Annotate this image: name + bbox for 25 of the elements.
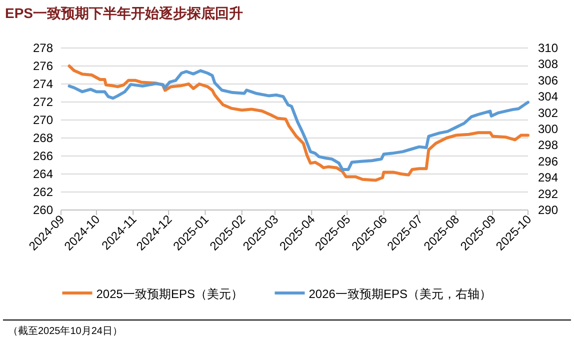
legend-label: 2026一致预期EPS（美元，右轴）	[308, 287, 492, 301]
y-tick-label: 264	[32, 167, 54, 181]
y2-tick-label: 302	[538, 106, 558, 120]
y2-tick-label: 298	[538, 138, 558, 152]
y2-tick-label: 300	[538, 122, 558, 136]
y2-tick-label: 290	[538, 203, 558, 217]
y-tick-label: 266	[32, 149, 54, 163]
y2-tick-label: 308	[538, 57, 558, 72]
y2-tick-label: 310	[538, 41, 558, 55]
y2-tick-label: 304	[538, 90, 558, 104]
y-tick-label: 274	[32, 77, 54, 91]
y-tick-label: 278	[32, 41, 54, 55]
legend-label: 2025一致预期EPS（美元）	[96, 287, 243, 301]
y-tick-label: 262	[32, 185, 54, 199]
y-tick-label: 272	[32, 95, 54, 109]
y2-tick-label: 292	[538, 186, 558, 201]
y-tick-label: 276	[32, 59, 54, 73]
chart-title: EPS一致预期下半年开始逐步探底回升	[5, 5, 244, 21]
y-tick-label: 260	[32, 203, 54, 217]
y-tick-label: 268	[32, 131, 54, 145]
y2-tick-label: 306	[538, 73, 558, 88]
y-tick-label: 270	[32, 113, 54, 127]
text: （截至2025年10月24日）	[8, 325, 122, 337]
y2-tick-label: 296	[538, 154, 558, 168]
y2-tick-label: 294	[538, 170, 558, 185]
